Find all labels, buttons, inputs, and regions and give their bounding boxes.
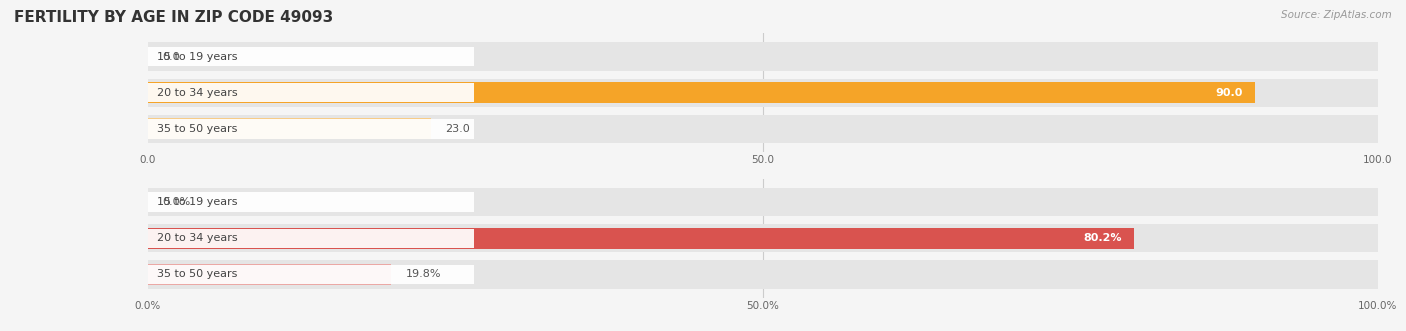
Text: 15 to 19 years: 15 to 19 years	[157, 52, 238, 62]
Bar	[148, 115, 1378, 143]
Text: 19.8%: 19.8%	[406, 269, 441, 279]
Bar	[148, 83, 474, 102]
Bar	[148, 265, 474, 284]
Bar	[148, 82, 1256, 103]
Bar	[148, 192, 474, 212]
Text: FERTILITY BY AGE IN ZIP CODE 49093: FERTILITY BY AGE IN ZIP CODE 49093	[14, 10, 333, 25]
Bar	[148, 264, 391, 285]
Text: 35 to 50 years: 35 to 50 years	[157, 269, 238, 279]
Text: 0.0%: 0.0%	[163, 197, 191, 207]
Text: 20 to 34 years: 20 to 34 years	[157, 233, 238, 243]
Bar	[148, 224, 1378, 253]
Text: 0.0: 0.0	[163, 52, 180, 62]
Bar	[148, 188, 1378, 216]
Bar	[148, 47, 474, 66]
Text: 15 to 19 years: 15 to 19 years	[157, 197, 238, 207]
Text: 35 to 50 years: 35 to 50 years	[157, 124, 238, 134]
Text: 23.0: 23.0	[446, 124, 470, 134]
Text: 20 to 34 years: 20 to 34 years	[157, 88, 238, 98]
Bar	[148, 228, 1135, 249]
Text: 90.0: 90.0	[1215, 88, 1243, 98]
Bar	[148, 118, 430, 139]
Text: Source: ZipAtlas.com: Source: ZipAtlas.com	[1281, 10, 1392, 20]
Bar	[148, 260, 1378, 289]
Bar	[148, 78, 1378, 107]
Bar	[148, 42, 1378, 71]
Bar	[148, 229, 474, 248]
Text: 80.2%: 80.2%	[1084, 233, 1122, 243]
Bar	[148, 119, 474, 139]
